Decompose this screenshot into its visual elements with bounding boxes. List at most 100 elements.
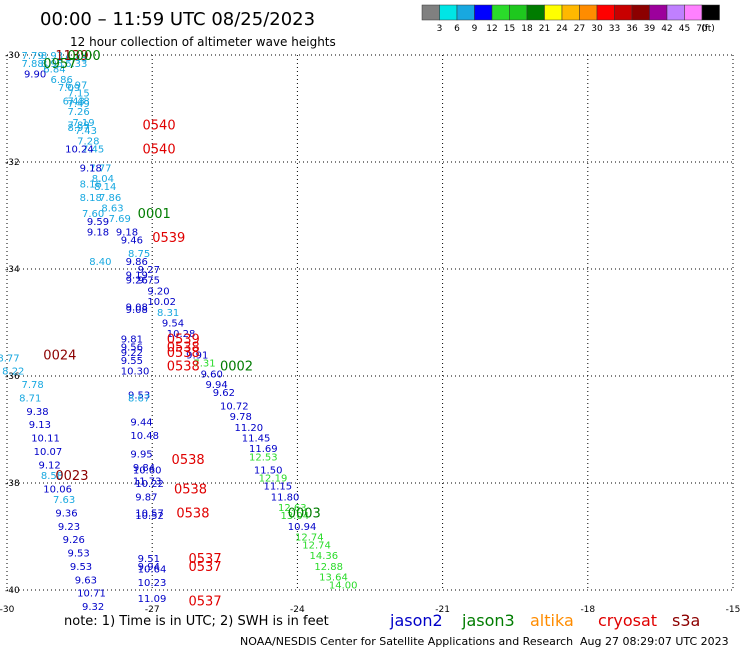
colorbar-swatch [421, 4, 440, 21]
wave-height-label: 11.09 [138, 594, 167, 605]
wave-height-label: 10.02 [147, 297, 176, 308]
colorbar-swatch [579, 4, 598, 21]
colorbar-unit: (ft) [701, 24, 715, 34]
wave-height-label: 9.18 [87, 228, 109, 239]
wave-height-label: 12.19 [259, 474, 288, 485]
y-tick-label: -40 [5, 586, 20, 596]
wave-height-label: 9.94 [205, 380, 227, 391]
wave-height-label: 9.27 [138, 265, 160, 276]
satellite-legend: jason2 jason3 altika cryosat s3a [389, 611, 700, 630]
wave-height-label: 7.43 [75, 126, 97, 137]
wave-height-label: 9.23 [58, 522, 80, 533]
colorbar-label: 27 [574, 24, 585, 34]
wave-height-label: 12.63 [278, 503, 307, 514]
wave-height-label: 9.53 [70, 562, 92, 573]
colorbar-label: 15 [504, 24, 515, 34]
wave-height-label: 7.86 [99, 193, 121, 204]
satellite-legend-item: altika [530, 611, 574, 630]
wave-height-label: 9.51 [138, 554, 160, 565]
wave-height-label: 10.11 [31, 434, 60, 445]
wave-height-label: 14.00 [329, 581, 358, 592]
axis-ticks: -30 -32 -34 -36 -38 -40 -30 -27 -24 -21 -18 -15 [0, 51, 740, 615]
wave-height-label: 9.36 [55, 508, 77, 519]
x-tick-label: -27 [145, 605, 160, 615]
wave-height-label: 9.60 [201, 369, 223, 380]
wave-height-label: 7.63 [53, 495, 75, 506]
colorbar-label: 70 [696, 24, 708, 34]
wave-height-label: 8.71 [19, 393, 41, 404]
wave-height-label: 8.75 [128, 249, 150, 260]
chart-subtitle: 12 hour collection of altimeter wave hei… [70, 35, 336, 49]
pass-time-label: 0537 [189, 552, 222, 567]
wave-height-label: 9.63 [75, 575, 97, 586]
wave-height-label: 8.77 [0, 353, 20, 364]
colorbar-swatch [614, 4, 633, 21]
wave-height-label: 10.71 [77, 589, 106, 600]
wave-height-label: 7.31 [193, 359, 215, 370]
wave-height-label: 8.16 [80, 179, 102, 190]
wave-height-label: 10.23 [138, 578, 167, 589]
wave-height-label: 9.19 [126, 270, 148, 281]
wave-height-label: 9.91 [186, 351, 208, 362]
y-tick-label: -38 [5, 479, 20, 489]
wave-height-label: 9.62 [213, 388, 235, 399]
wave-height-label: 9.20 [147, 286, 169, 297]
pass-time-label: 0538 [174, 482, 207, 497]
chart-title: 00:00 – 11:59 UTC 08/25/2023 [40, 9, 315, 30]
wave-height-label: 9.81 [121, 335, 143, 346]
pass-time-label: 0537 [189, 560, 222, 575]
wave-height-label: 9.08 [126, 302, 148, 313]
pass-time-label: 0002 [220, 359, 253, 374]
pass-time-label: 0538 [167, 341, 200, 356]
colorbar-label: 3 [437, 24, 443, 34]
x-tick-label: -24 [290, 605, 305, 615]
pass-time-label: 0003 [288, 506, 321, 521]
y-tick-label: -32 [5, 158, 20, 168]
wave-height-label: 9.13 [29, 420, 51, 431]
colorbar-swatch [544, 4, 563, 21]
wave-height-label: 9.26 [63, 535, 85, 546]
wave-height-label: 6.86 [51, 75, 73, 86]
wave-height-label: 7.49 [68, 99, 90, 110]
wave-height-label: 8.95 [41, 59, 63, 70]
wave-height-label: 8.63 [101, 203, 123, 214]
y-tick-label: -36 [5, 372, 20, 382]
wave-height-label: 9.18 [80, 163, 102, 174]
wave-height-label: 10.28 [167, 329, 196, 340]
wave-height-label: 8.18 [80, 193, 102, 204]
colorbar-swatch [491, 4, 510, 21]
satellite-legend-item: cryosat [598, 611, 657, 630]
colorbar-label: 30 [591, 24, 603, 34]
wave-height-label: 8.40 [89, 257, 111, 268]
wave-height-label: 9.84 [133, 463, 155, 474]
wave-height-label: 10.48 [130, 431, 159, 442]
wave-height-label: 11.80 [271, 492, 300, 503]
wave-height-label: 7.69 [109, 214, 131, 225]
wave-height-label: 8.04 [92, 174, 114, 185]
pass-time-label: 0540 [143, 143, 176, 158]
wave-height-label: 10.07 [34, 447, 63, 458]
wave-height-label: 14.36 [310, 551, 339, 562]
pass-time-label: 0538 [172, 453, 205, 468]
wave-height-label: 12.74 [302, 541, 331, 552]
x-tick-label: -30 [0, 605, 15, 615]
wave-height-label: 9.53 [68, 549, 90, 560]
wave-height-label: 9.75 [138, 276, 160, 287]
wave-height-label: 8.58 [41, 471, 63, 482]
wave-height-label: 11.20 [234, 423, 263, 434]
colorbar-swatch [631, 4, 650, 21]
wave-height-label: 6.84 [43, 64, 65, 75]
satellite-legend-item: s3a [672, 611, 700, 630]
colorbar-label: 24 [556, 24, 568, 34]
colorbar-label: 9 [472, 24, 478, 34]
colorbar-swatch [456, 4, 475, 21]
wave-height-label: 9.22 [121, 348, 143, 359]
wave-height-label: 9.46 [121, 236, 143, 247]
colorbar-label: 36 [626, 24, 638, 34]
wave-height-label: 9.90 [24, 70, 46, 81]
credit-text: NOAA/NESDIS Center for Satellite Applica… [240, 635, 573, 648]
wave-height-label: 7.48 [68, 96, 90, 107]
x-tick-label: -15 [726, 605, 740, 615]
wave-height-label: 9.87 [135, 492, 157, 503]
